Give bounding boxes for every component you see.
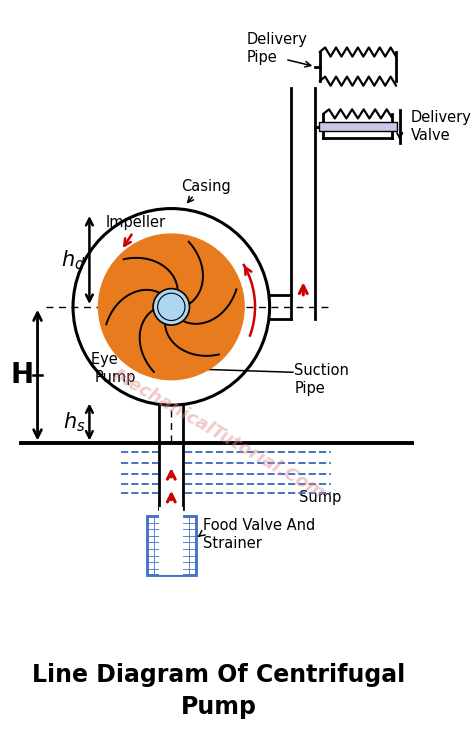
Bar <box>159 507 183 575</box>
Bar <box>319 122 397 132</box>
Text: Line Diagram Of Centrifugal
Pump: Line Diagram Of Centrifugal Pump <box>32 663 405 719</box>
Text: Impeller: Impeller <box>106 215 166 231</box>
Text: Delivery
Valve: Delivery Valve <box>410 110 472 143</box>
Text: Sump: Sump <box>299 491 341 506</box>
Text: Eye Of
Pump: Eye Of Pump <box>91 352 139 385</box>
Text: Casing: Casing <box>181 179 231 194</box>
Text: Suction
Pipe: Suction Pipe <box>294 364 349 396</box>
Text: MechanicalTutorial.Com: MechanicalTutorial.Com <box>109 366 328 503</box>
Text: Food Valve And
Strainer: Food Valve And Strainer <box>203 518 315 550</box>
Text: $h_d$: $h_d$ <box>61 249 86 272</box>
Circle shape <box>153 289 190 325</box>
Bar <box>147 516 196 575</box>
Circle shape <box>99 234 244 380</box>
Bar <box>147 516 196 575</box>
Text: $h_s$: $h_s$ <box>63 411 86 434</box>
Text: Delivery
Pipe: Delivery Pipe <box>247 33 308 64</box>
Text: H: H <box>11 361 34 389</box>
